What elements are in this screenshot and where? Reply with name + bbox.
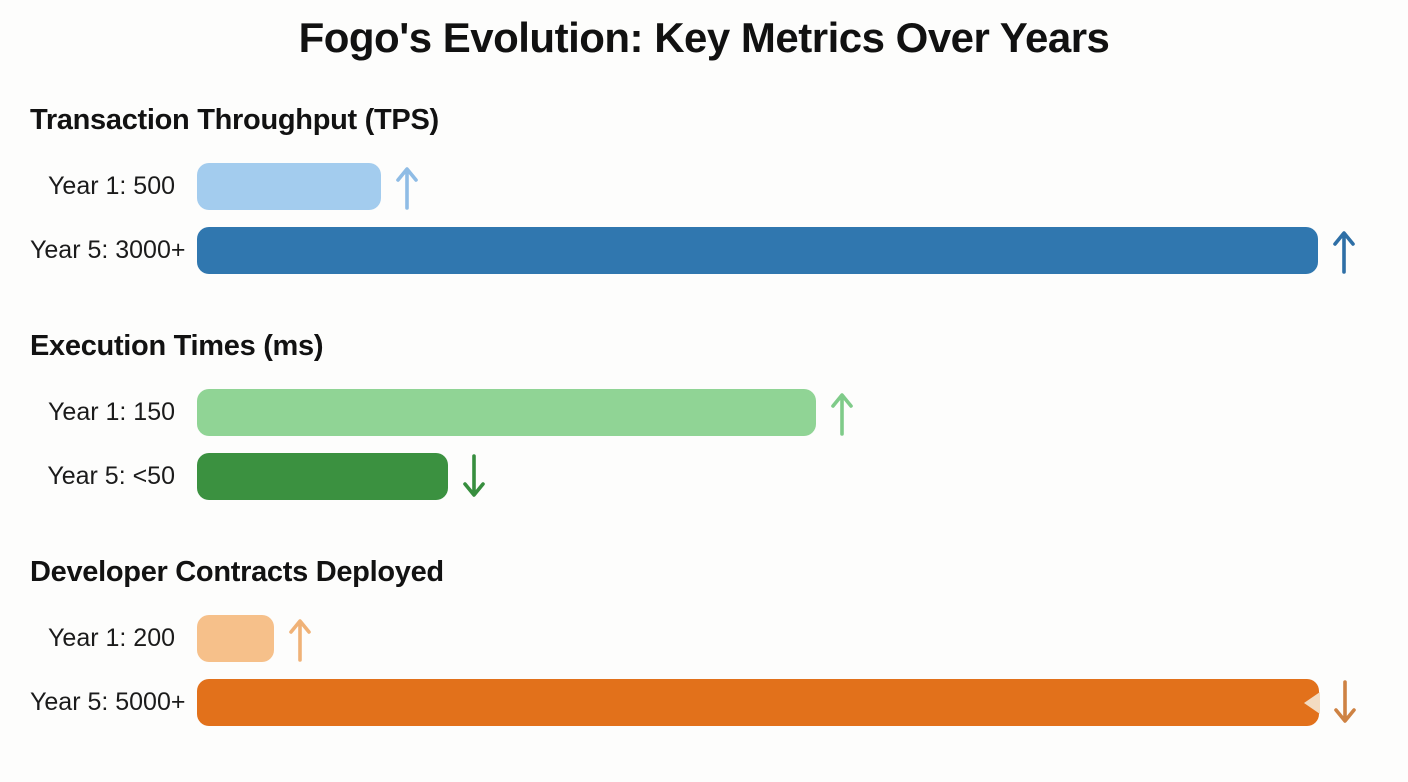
section-developer-contracts: Developer Contracts Deployed Year 1: 200… [30, 556, 1408, 727]
metric-row-year5-tps: Year 5: 3000+ [30, 227, 1408, 275]
section-transaction-throughput: Transaction Throughput (TPS) Year 1: 500… [30, 104, 1408, 275]
metric-row-year1-exec: Year 1: 150 [30, 389, 1408, 437]
up-arrow-icon [394, 164, 420, 210]
section-execution-times: Execution Times (ms) Year 1: 150 Year 5:… [30, 330, 1408, 501]
section-heading: Transaction Throughput (TPS) [30, 104, 439, 137]
metric-bar [197, 227, 1318, 275]
metric-bar [197, 389, 816, 437]
metric-row-year5-exec: Year 5: <50 [30, 453, 1408, 501]
metric-label: Year 1: 500 [48, 172, 175, 201]
metric-bar [197, 453, 448, 501]
metric-label: Year 5: <50 [47, 462, 175, 491]
up-arrow-icon [1331, 228, 1357, 274]
metric-label: Year 5: 5000+ [30, 688, 186, 717]
metric-bar [197, 615, 274, 663]
metrics-chart: Fogo's Evolution: Key Metrics Over Years… [0, 14, 1408, 782]
metric-label: Year 5: 3000+ [30, 236, 186, 265]
metric-row-year1-contracts: Year 1: 200 [30, 615, 1408, 663]
bar-end-notch [1304, 691, 1320, 714]
section-heading: Execution Times (ms) [30, 330, 324, 363]
page-title: Fogo's Evolution: Key Metrics Over Years [298, 14, 1110, 61]
up-arrow-icon [287, 616, 313, 662]
down-arrow-icon [461, 453, 487, 500]
up-arrow-icon [829, 390, 855, 436]
section-heading: Developer Contracts Deployed [30, 556, 444, 589]
metric-bar [197, 163, 381, 211]
metric-row-year5-contracts: Year 5: 5000+ [30, 679, 1408, 727]
metric-bar [197, 679, 1320, 727]
down-arrow-icon [1332, 679, 1358, 726]
metric-label: Year 1: 200 [48, 624, 175, 653]
metric-label: Year 1: 150 [48, 398, 175, 427]
metric-row-year1-tps: Year 1: 500 [30, 163, 1408, 211]
